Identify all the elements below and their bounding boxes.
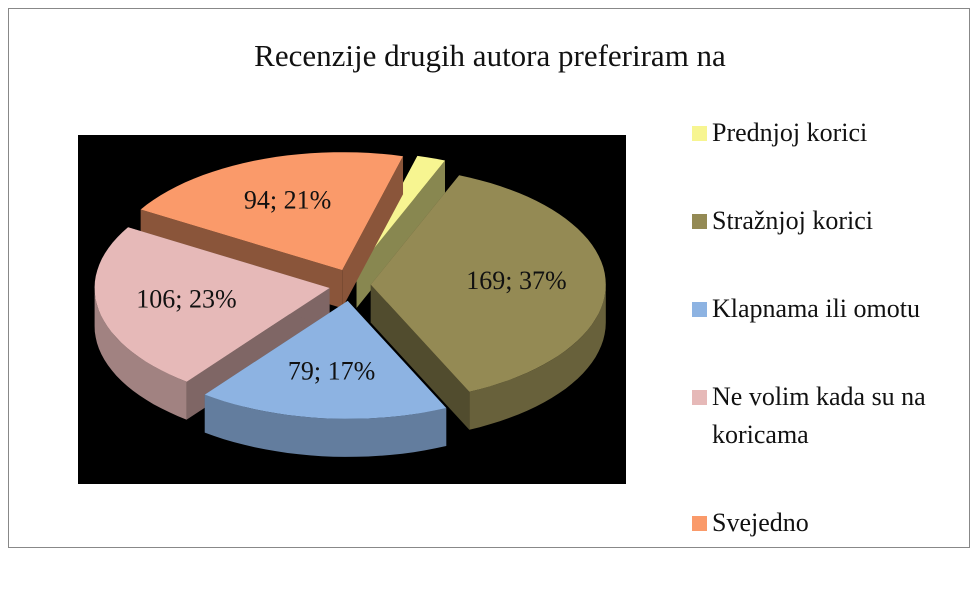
data-label: 169; 37% xyxy=(466,266,566,295)
legend-entry: Svejedno xyxy=(690,504,960,542)
legend-label: Svejedno xyxy=(712,508,809,537)
legend-entry: Stražnjoj korici xyxy=(690,202,960,240)
slice-top xyxy=(370,175,606,392)
slice-outer-wall xyxy=(204,394,447,457)
legend-swatch xyxy=(692,390,707,405)
page: Recenzije drugih autora preferiram na 16… xyxy=(8,8,970,548)
slice-outer-wall xyxy=(469,284,606,430)
legend-swatch xyxy=(692,126,707,141)
legend-label: Stražnjoj korici xyxy=(712,206,874,235)
legend-label: Prednjoj korici xyxy=(712,118,868,147)
legend-swatch xyxy=(692,516,707,531)
slice-top xyxy=(94,227,330,382)
slice-side-wall xyxy=(342,156,404,309)
slice-outer-wall xyxy=(94,288,187,420)
slice-top xyxy=(204,300,447,419)
plot-area: 169; 37% 79; 17% 106; 23% 94; 21% xyxy=(78,135,626,484)
legend-entry: Prednjoj korici xyxy=(690,114,960,152)
data-label: 94; 21% xyxy=(244,185,331,214)
slice-side-wall xyxy=(370,284,470,430)
data-label: 106; 23% xyxy=(136,285,236,314)
slice-top xyxy=(356,155,445,270)
pie-slice xyxy=(370,175,606,430)
legend-swatch xyxy=(692,214,707,229)
legend-swatch xyxy=(692,302,707,317)
legend: Prednjoj korici Stražnjoj korici Klapnama … xyxy=(690,114,960,592)
data-label: 79; 17% xyxy=(288,357,375,386)
legend-label: Klapnama ili omotu xyxy=(712,294,920,323)
legend-label: Ne volim kada su na koricama xyxy=(712,382,926,449)
pie-slice xyxy=(204,300,447,457)
slice-side-wall xyxy=(356,160,445,308)
chart-title: Recenzije drugih autora preferiram na xyxy=(254,38,726,73)
legend-entry: Klapnama ili omotu xyxy=(690,290,960,328)
slice-top xyxy=(140,152,403,271)
legend-entry: Ne volim kada su na koricama xyxy=(690,378,960,454)
